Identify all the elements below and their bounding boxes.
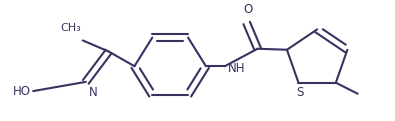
Text: CH₃: CH₃ <box>60 23 81 33</box>
Text: NH: NH <box>228 62 245 75</box>
Text: N: N <box>89 87 98 99</box>
Text: S: S <box>296 86 303 99</box>
Text: HO: HO <box>13 86 31 98</box>
Text: O: O <box>243 3 252 16</box>
